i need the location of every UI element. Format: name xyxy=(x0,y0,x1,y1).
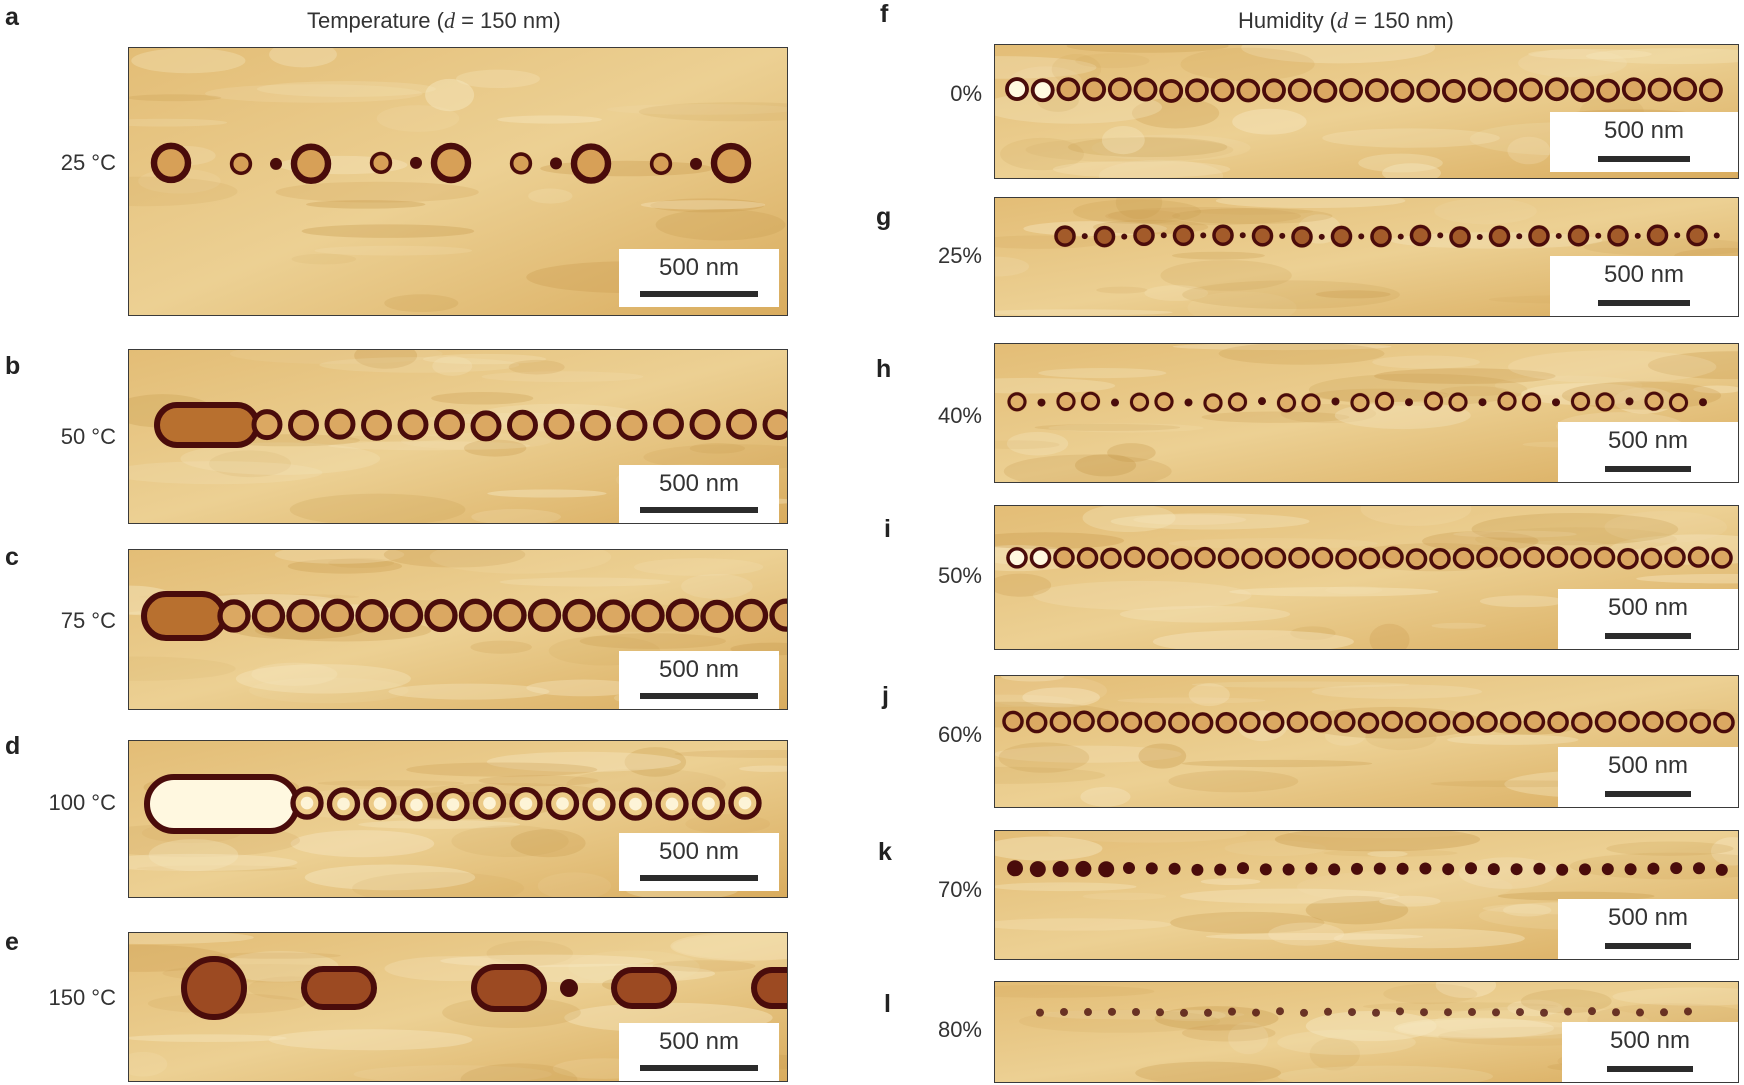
scale-bar-line xyxy=(1598,300,1690,306)
panel-label-a: a xyxy=(5,3,19,31)
panel-label-d: d xyxy=(5,732,21,760)
scale-bar-line xyxy=(640,507,758,513)
scale-bar-label: 500 nm xyxy=(1607,594,1689,621)
scale-bar-label: 500 nm xyxy=(658,1028,740,1055)
afm-texture xyxy=(129,350,787,523)
nanodot-row xyxy=(144,774,762,834)
scale-bar-line xyxy=(640,291,758,297)
scale-bar-line xyxy=(1605,466,1691,472)
scale-bar-line xyxy=(640,1065,758,1071)
afm-image-a: 500 nm xyxy=(128,47,788,316)
humidity-column-title: Humidity (d = 150 nm) xyxy=(1238,8,1454,33)
afm-image-l: 500 nm xyxy=(994,981,1739,1083)
scale-bar-line xyxy=(1605,943,1691,949)
panel-label-l: l xyxy=(884,990,891,1018)
scale-bar-label: 500 nm xyxy=(658,656,740,683)
scale-bar-label: 500 nm xyxy=(1603,261,1685,288)
panel-label-i: i xyxy=(884,515,891,543)
scale-bar-line xyxy=(640,693,758,699)
condition-label-l: 80% xyxy=(937,1017,982,1042)
scale-bar-label: 500 nm xyxy=(1603,117,1685,144)
condition-label-j: 60% xyxy=(937,722,982,747)
afm-image-j: 500 nm xyxy=(994,675,1739,808)
panel-label-h: h xyxy=(876,355,892,383)
scale-bar: 500 nm xyxy=(1550,256,1738,316)
afm-image-g: 500 nm xyxy=(994,197,1739,317)
scale-bar: 500 nm xyxy=(1550,112,1738,172)
condition-label-k: 70% xyxy=(937,877,982,902)
nanodot-row xyxy=(1007,391,1707,413)
condition-label-i: 50% xyxy=(937,563,982,588)
scale-bar-line xyxy=(1605,791,1691,797)
scale-bar-label: 500 nm xyxy=(658,470,740,497)
nanodot-row xyxy=(1036,1007,1692,1017)
scale-bar: 500 nm xyxy=(619,249,779,307)
condition-label-a: 25 °C xyxy=(60,150,116,175)
scale-bar-label: 500 nm xyxy=(1607,904,1689,931)
panel-label-g: g xyxy=(876,203,892,231)
nanodot-row xyxy=(141,591,787,641)
condition-label-f: 0% xyxy=(950,81,982,106)
afm-image-i: 500 nm xyxy=(994,505,1739,650)
scale-bar: 500 nm xyxy=(1558,589,1738,649)
condition-label-g: 25% xyxy=(937,243,982,268)
nanodot-row xyxy=(1006,546,1733,570)
condition-label-c: 75 °C xyxy=(60,608,116,633)
afm-image-d: 500 nm xyxy=(128,740,788,898)
panel-label-b: b xyxy=(5,352,21,380)
condition-label-d: 100 °C xyxy=(48,790,116,815)
panel-label-e: e xyxy=(5,928,19,956)
scale-bar-label: 500 nm xyxy=(658,254,740,281)
afm-image-k: 500 nm xyxy=(994,830,1739,960)
scale-bar: 500 nm xyxy=(1558,747,1738,807)
afm-texture xyxy=(129,741,787,897)
scale-bar: 500 nm xyxy=(619,1023,779,1081)
scale-bar-line xyxy=(1607,1066,1693,1072)
nanodot-row xyxy=(181,956,787,1020)
afm-image-e: 500 nm xyxy=(128,932,788,1082)
scale-bar: 500 nm xyxy=(619,833,779,891)
afm-texture xyxy=(995,45,1738,178)
scale-bar-label: 500 nm xyxy=(1609,1027,1691,1054)
condition-label-h: 40% xyxy=(937,403,982,428)
afm-image-b: 500 nm xyxy=(128,349,788,524)
nanodot-row xyxy=(1054,224,1720,248)
condition-label-e: 150 °C xyxy=(48,985,116,1010)
scale-bar-line xyxy=(1598,156,1690,162)
scale-bar-label: 500 nm xyxy=(1607,427,1689,454)
scale-bar-line xyxy=(1605,633,1691,639)
panel-label-c: c xyxy=(5,543,19,571)
scale-bar: 500 nm xyxy=(619,465,779,523)
panel-label-f: f xyxy=(880,0,889,28)
nanodot-row xyxy=(1007,860,1728,878)
panel-label-j: j xyxy=(882,682,889,710)
nanodot-row xyxy=(1005,77,1723,103)
afm-texture xyxy=(129,933,787,1081)
temperature-column-title: Temperature (d = 150 nm) xyxy=(307,8,561,33)
panel-label-k: k xyxy=(878,838,892,866)
scale-bar-label: 500 nm xyxy=(658,838,740,865)
scale-bar: 500 nm xyxy=(1558,899,1738,959)
nanodot-row xyxy=(154,402,787,448)
scale-bar: 500 nm xyxy=(1562,1022,1738,1082)
nanodot-row xyxy=(1002,710,1735,734)
scale-bar: 500 nm xyxy=(619,651,779,709)
condition-label-b: 50 °C xyxy=(60,424,116,449)
nanodot-row xyxy=(150,142,752,185)
scale-bar-label: 500 nm xyxy=(1607,752,1689,779)
afm-image-c: 500 nm xyxy=(128,549,788,710)
afm-image-f: 500 nm xyxy=(994,44,1739,179)
scale-bar-line xyxy=(640,875,758,881)
afm-image-h: 500 nm xyxy=(994,343,1739,483)
scale-bar: 500 nm xyxy=(1558,422,1738,482)
